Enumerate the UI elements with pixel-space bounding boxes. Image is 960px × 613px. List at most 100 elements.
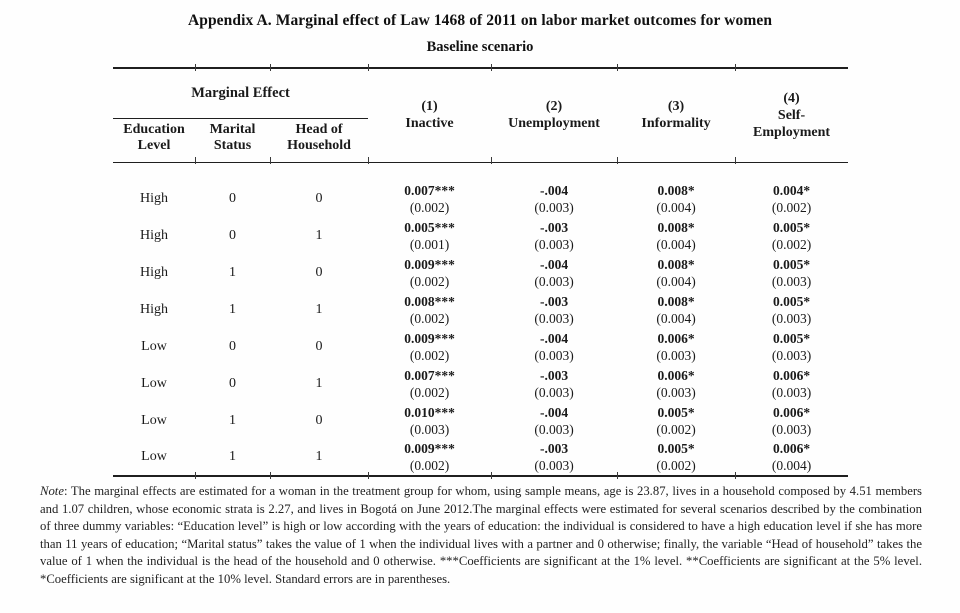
standard-error: (0.002) <box>409 199 450 215</box>
coefficient-value: 0.008* <box>657 219 695 235</box>
cell-estimate: 0.005* (0.003) <box>735 291 848 328</box>
table-row: High 1 0 0.009*** (0.002) -.004 (0.003) 0.008*(… <box>113 254 848 291</box>
coefficient-value: 0.005*** <box>404 219 455 235</box>
cell-head-of-household: 0 <box>315 190 323 206</box>
column-border-tick <box>491 157 492 164</box>
cell-estimate: 0.005* (0.002) <box>735 217 848 254</box>
cell-marital-status: 1 <box>229 301 236 317</box>
standard-error: (0.002) <box>409 458 450 473</box>
cell-head-of-household: 1 <box>315 301 323 317</box>
column-border-tick <box>617 472 618 479</box>
column-border-tick <box>735 64 736 71</box>
standard-error: (0.003) <box>656 347 696 363</box>
cell-estimate: 0.006* (0.003) <box>617 328 735 365</box>
column-border-tick <box>735 472 736 479</box>
coefficient-value: 0.005* <box>772 293 811 309</box>
standard-error: (0.003) <box>534 310 574 326</box>
cell-estimate: 0.008* (0.004) <box>617 254 735 291</box>
coefficient-value: 0.008* <box>657 182 695 198</box>
table-title: Appendix A. Marginal effect of Law 1468 … <box>187 12 773 29</box>
cell-estimate: -.003 (0.003) <box>491 291 617 328</box>
table-note: Note: The marginal effects are estimated… <box>40 483 922 589</box>
standard-error: (0.003) <box>534 273 574 289</box>
standard-error: (0.003) <box>771 273 812 289</box>
cell-education-level: High <box>140 301 168 317</box>
coefficient-value: 0.008*** <box>404 293 455 309</box>
cell-marital-status: 1 <box>229 264 236 280</box>
column-label: Inactive <box>405 116 454 132</box>
cell-marital-status: 1 <box>229 412 236 428</box>
coefficient-value: 0.006* <box>657 367 695 383</box>
table-header: Marginal Effect (1) Inactive (2) Unemploym… <box>113 68 849 163</box>
coefficient-value: -.003 <box>539 441 569 456</box>
coefficient-value: -.004 <box>539 256 569 272</box>
cell-education-level: High <box>140 264 168 280</box>
table-row: High 1 1 0.008*** (0.002) -.003 (0.003) 0.008*(… <box>113 291 848 328</box>
cell-estimate: 0.008* (0.004) <box>617 217 735 254</box>
coefficient-value: -.004 <box>539 182 569 198</box>
standard-error: (0.003) <box>534 384 574 400</box>
coefficient-value: 0.006* <box>657 330 695 346</box>
column-border-tick <box>735 157 736 164</box>
cell-estimate: 0.005* (0.003) <box>735 328 848 365</box>
column-border-tick <box>270 472 271 479</box>
cell-education-level: Low <box>141 412 167 428</box>
coefficient-value: -.004 <box>539 404 569 420</box>
coefficient-value: 0.005* <box>772 219 811 235</box>
standard-error: (0.003) <box>534 236 574 252</box>
coefficient-value: 0.004* <box>772 182 811 198</box>
standard-error: (0.004) <box>656 199 696 215</box>
cell-estimate: -.003 (0.003) <box>491 365 617 402</box>
table-subtitle: Baseline scenario <box>426 39 534 55</box>
cell-estimate: 0.010*** (0.003) <box>368 402 491 439</box>
column-header-informality: (3) Informality <box>617 68 736 163</box>
cell-education-level: High <box>140 190 168 206</box>
column-header-unemployment: (2) Unemployment <box>491 68 618 163</box>
coefficient-value: -.003 <box>539 293 569 309</box>
cell-estimate: 0.006* (0.003) <box>735 402 848 439</box>
column-border-tick <box>195 64 196 71</box>
column-header-marital-status: Marital Status <box>195 118 270 163</box>
coefficient-value: -.003 <box>539 367 569 383</box>
coefficient-value: 0.009*** <box>404 441 455 456</box>
table-row: Low 0 0 0.009*** (0.002) -.004 (0.003) 0.006* (0… <box>113 328 848 365</box>
column-border-tick <box>368 64 369 71</box>
cell-estimate: 0.005*** (0.001) <box>368 217 491 254</box>
cell-estimate: -.004 (0.003) <box>491 254 617 291</box>
cell-education-level: High <box>140 227 168 243</box>
coefficient-value: 0.008* <box>657 293 695 309</box>
standard-error: (0.002) <box>409 347 450 363</box>
cell-estimate: 0.008* (0.004) <box>617 291 735 328</box>
coefficient-value: 0.009*** <box>404 256 455 272</box>
coefficient-value: 0.005* <box>657 404 695 420</box>
cell-head-of-household: 0 <box>315 412 323 428</box>
coefficient-value: 0.006* <box>772 404 811 420</box>
standard-error: (0.004) <box>656 273 696 289</box>
standard-error: (0.004) <box>656 310 696 326</box>
cell-estimate: 0.007*** (0.002) <box>368 180 491 217</box>
cell-marital-status: 0 <box>229 375 236 391</box>
cell-estimate: 0.006* (0.003) <box>617 365 735 402</box>
cell-education-level: Low <box>141 449 167 464</box>
standard-error: (0.003) <box>534 199 574 215</box>
column-number: (3) <box>667 99 685 115</box>
column-label: Informality <box>641 116 711 132</box>
standard-error: (0.003) <box>771 310 812 326</box>
cell-marital-status: 0 <box>229 227 236 243</box>
column-border-tick <box>270 64 271 71</box>
cell-estimate: 0.009*** (0.002) <box>368 254 491 291</box>
cell-education-level: Low <box>141 338 167 354</box>
cell-estimate: -.004 (0.003) <box>491 402 617 439</box>
column-header-self-employment: (4) Self-Employment <box>735 68 849 163</box>
cell-estimate: 0.009*** (0.002) <box>368 328 491 365</box>
cell-marital-status: 0 <box>229 338 236 354</box>
group-header-row: Marginal Effect (1) Inactive (2) Unemploym… <box>113 68 849 163</box>
coefficient-value: 0.008* <box>657 256 695 272</box>
table-row: High 0 0 0.007*** (0.002) -.004 (0.003) 0.008*(… <box>113 180 848 217</box>
standard-error: (0.003) <box>534 458 574 473</box>
table-row: Low 1 0 0.010*** (0.003) -.004 (0.003) 0.005* (0… <box>113 402 848 439</box>
cell-estimate: 0.005* (0.002) <box>617 402 735 439</box>
cell-marital-status: 0 <box>229 190 236 206</box>
coefficient-value: 0.005* <box>657 441 695 456</box>
column-border-tick <box>491 472 492 479</box>
